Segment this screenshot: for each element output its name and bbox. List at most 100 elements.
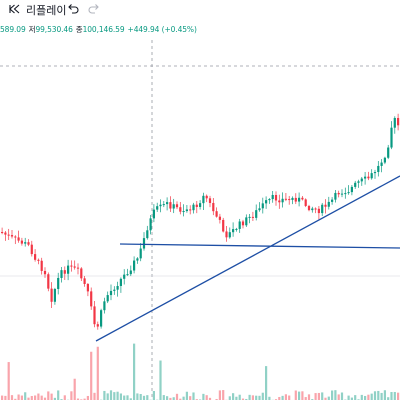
volume-bar bbox=[30, 395, 33, 400]
volume-bar bbox=[390, 392, 393, 400]
volume-bar bbox=[103, 390, 106, 400]
volume-bar bbox=[314, 393, 317, 400]
candle-body bbox=[109, 290, 113, 296]
volume-bar bbox=[172, 397, 175, 400]
candle-body bbox=[116, 285, 119, 290]
candle bbox=[17, 230, 20, 243]
candle-body bbox=[370, 173, 373, 179]
candle bbox=[380, 159, 383, 173]
candle-body bbox=[57, 277, 60, 289]
close-value: 100,146.59 bbox=[82, 25, 125, 34]
ascending-trendline[interactable] bbox=[95, 175, 400, 342]
candle bbox=[24, 237, 27, 247]
candle-body bbox=[301, 197, 304, 200]
candle-body bbox=[354, 182, 357, 187]
candle bbox=[119, 277, 122, 293]
candle bbox=[377, 160, 380, 177]
candle bbox=[364, 172, 367, 185]
ohlc-legend: 589.09 저99,530.46 종100,146.59 +449.94 (+0.4… bbox=[0, 24, 197, 36]
volume-bar bbox=[255, 395, 258, 400]
candle bbox=[10, 230, 14, 239]
candle bbox=[324, 199, 327, 214]
undo-button[interactable] bbox=[66, 2, 80, 18]
volume-bar bbox=[261, 392, 264, 400]
volume-bar bbox=[152, 390, 155, 400]
candle-body bbox=[251, 216, 254, 218]
volume-bar bbox=[7, 362, 10, 400]
candle bbox=[357, 179, 360, 188]
candle-body bbox=[327, 201, 330, 207]
candle bbox=[294, 193, 297, 205]
volume-bar bbox=[20, 395, 23, 400]
candle bbox=[271, 191, 274, 203]
candle bbox=[20, 237, 23, 246]
candle bbox=[136, 257, 139, 264]
candle bbox=[40, 257, 43, 275]
candle bbox=[232, 222, 235, 237]
candle bbox=[387, 144, 390, 160]
price-chart[interactable] bbox=[0, 40, 400, 400]
candle-body bbox=[90, 291, 93, 307]
candle-body bbox=[83, 278, 86, 284]
candle-body bbox=[10, 235, 14, 237]
candle bbox=[192, 202, 195, 214]
horizontal-line[interactable] bbox=[119, 243, 400, 249]
candle-body bbox=[377, 165, 380, 173]
candle-body bbox=[166, 202, 169, 205]
volume-bar bbox=[307, 394, 311, 400]
candle bbox=[93, 300, 96, 328]
candlesticks bbox=[1, 113, 400, 330]
candle bbox=[307, 204, 311, 212]
volume-bar bbox=[248, 394, 251, 400]
volume-bar bbox=[288, 395, 291, 400]
candle bbox=[129, 265, 132, 277]
candle-body bbox=[387, 147, 390, 158]
candle-body bbox=[383, 157, 386, 163]
close-label: 종 bbox=[75, 25, 83, 34]
volume-bar bbox=[10, 395, 14, 400]
candle bbox=[172, 198, 175, 214]
volume-bar bbox=[245, 398, 248, 400]
volume-bar bbox=[109, 390, 113, 400]
candle bbox=[83, 275, 86, 287]
volume-bar bbox=[387, 397, 390, 400]
candle-body bbox=[96, 324, 99, 327]
candle-body bbox=[20, 240, 23, 244]
candle bbox=[344, 187, 347, 199]
volume-bar bbox=[208, 397, 212, 400]
candle bbox=[149, 214, 152, 235]
volume-bar bbox=[14, 398, 17, 400]
volume-bar bbox=[337, 394, 340, 400]
candle bbox=[162, 201, 165, 208]
candle-body bbox=[218, 216, 221, 220]
candle bbox=[225, 225, 228, 242]
candle-body bbox=[139, 248, 142, 259]
candle-body bbox=[265, 200, 268, 204]
volume-bar bbox=[278, 396, 281, 400]
candle bbox=[175, 201, 179, 210]
candle-body bbox=[189, 209, 192, 211]
volume-bar bbox=[205, 395, 208, 400]
candle bbox=[14, 235, 17, 245]
volume-bar bbox=[133, 343, 136, 400]
volume-bar bbox=[298, 391, 301, 400]
low-label: 저 bbox=[28, 25, 36, 34]
candle-body bbox=[364, 176, 367, 179]
candle bbox=[73, 260, 76, 270]
candle-body bbox=[27, 242, 30, 245]
volume-bar bbox=[284, 394, 287, 400]
candle bbox=[195, 200, 198, 214]
replay-button[interactable]: 리플레이 bbox=[9, 0, 66, 20]
candle bbox=[53, 287, 56, 305]
candle-body bbox=[334, 192, 337, 200]
candle bbox=[205, 194, 208, 203]
candle-body bbox=[314, 208, 317, 210]
candle bbox=[301, 195, 304, 201]
candle-body bbox=[232, 229, 235, 233]
volume-bar bbox=[301, 391, 304, 400]
candle-body bbox=[34, 254, 37, 260]
candle-body bbox=[106, 295, 109, 302]
redo-button[interactable] bbox=[87, 2, 101, 18]
candle-body bbox=[284, 198, 287, 200]
volume-bar bbox=[304, 397, 307, 400]
